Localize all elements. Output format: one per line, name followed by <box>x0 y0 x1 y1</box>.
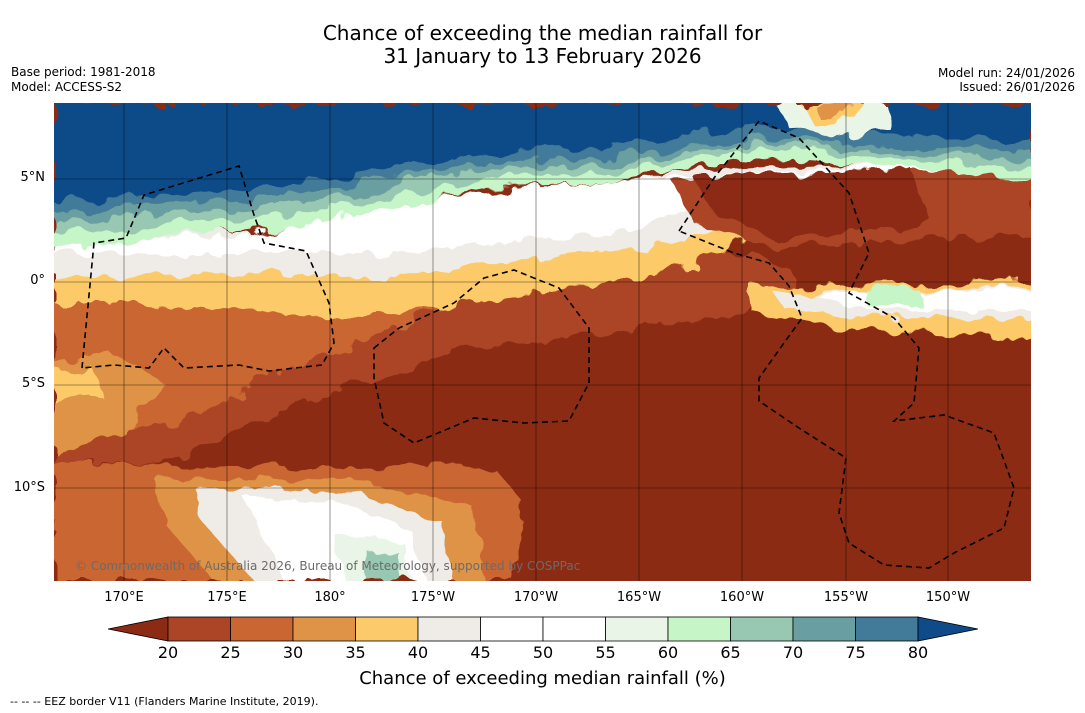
colorbar-bin <box>292 616 356 642</box>
colorbar-bin <box>542 616 606 642</box>
colorbar-bin <box>730 616 794 642</box>
colorbar-tick-label: 60 <box>657 643 679 662</box>
lon-tick-180: 180° <box>314 590 346 605</box>
colorbar-tick-label: 70 <box>782 643 804 662</box>
colorbar-bin <box>355 616 419 642</box>
colorbar-tick-label: 75 <box>845 643 866 662</box>
issued-date: Issued: 26/01/2026 <box>959 80 1075 94</box>
colorbar-tick-label: 80 <box>907 643 929 662</box>
lon-tick-165w: 165°W <box>616 590 662 605</box>
colorbar-tick-label: 30 <box>282 643 304 662</box>
lon-tick-155w: 155°W <box>823 590 869 605</box>
lon-tick-150w: 150°W <box>925 590 971 605</box>
colorbar-over-arrow <box>917 616 978 642</box>
lon-tick-175e: 175°E <box>207 590 247 605</box>
model-name: Model: ACCESS-S2 <box>11 80 123 94</box>
colorbar-tick-label: 40 <box>407 643 429 662</box>
colorbar-under-arrow <box>108 616 169 642</box>
map-title-line2: 31 January to 13 February 2026 <box>383 44 702 68</box>
eez-legend-footer: -- -- -- EEZ border V11 (Flanders Marine… <box>10 695 319 708</box>
colorbar-bin <box>855 616 919 642</box>
colorbar-bin <box>167 616 231 642</box>
base-period: Base period: 1981-2018 <box>11 65 156 79</box>
colorbar-tick-label: 50 <box>532 643 554 662</box>
colorbar-bin <box>417 616 481 642</box>
lat-tick-5n: 5°N <box>20 170 46 185</box>
lon-tick-160w: 160°W <box>719 590 765 605</box>
lon-tick-170w: 170°W <box>513 590 559 605</box>
colorbar-bin <box>480 616 544 642</box>
colorbar-tick-label: 45 <box>470 643 491 662</box>
colorbar-tick-label: 65 <box>720 643 741 662</box>
lat-tick-10s: 10°S <box>13 480 45 495</box>
colorbar-bin <box>605 616 669 642</box>
colorbar-tick-label: 35 <box>345 643 366 662</box>
colorbar-bin <box>792 616 856 642</box>
colorbar-tick-label: 55 <box>595 643 616 662</box>
colorbar <box>108 616 978 642</box>
colorbar-tick-label: 20 <box>157 643 179 662</box>
colorbar-bin <box>667 616 731 642</box>
colorbar-bin <box>230 616 294 642</box>
lon-tick-175w: 175°W <box>410 590 456 605</box>
lat-tick-0: 0° <box>30 273 45 288</box>
eez-borders <box>81 120 1015 569</box>
lon-tick-170e: 170°E <box>104 590 144 605</box>
graticule <box>54 103 1031 581</box>
colorbar-tick-label: 25 <box>220 643 241 662</box>
map-title-line1: Chance of exceeding the median rainfall … <box>322 21 763 45</box>
rainfall-field <box>54 103 1031 581</box>
copyright-notice: © Commonwealth of Australia 2026, Bureau… <box>75 559 581 573</box>
colorbar-title: Chance of exceeding median rainfall (%) <box>359 668 726 689</box>
rainfall-map <box>54 103 1031 581</box>
lat-tick-5s: 5°S <box>21 376 45 391</box>
model-run: Model run: 24/01/2026 <box>937 66 1075 80</box>
